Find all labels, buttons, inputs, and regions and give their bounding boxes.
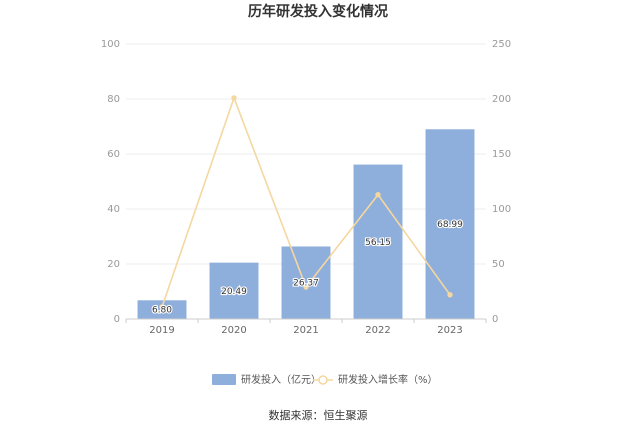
left-tick-label: 80 [107, 94, 120, 105]
bar-value-label: 26.37 [293, 279, 319, 289]
right-axis: 0 50 100 150 200 250 [492, 39, 511, 325]
bar-2019 [137, 300, 187, 319]
bar-2020 [209, 262, 259, 319]
left-tick-label: 60 [107, 149, 120, 160]
data-source: 数据来源：恒生聚源 [269, 408, 368, 422]
legend-line-label: 研发投入增长率（%） [338, 373, 438, 386]
left-tick-label: 100 [101, 39, 120, 50]
right-tick-label: 150 [492, 149, 511, 160]
x-tick-label: 2020 [221, 325, 246, 336]
growth-point-2021 [303, 284, 309, 290]
right-tick-label: 200 [492, 94, 511, 105]
x-tick-label: 2023 [437, 325, 462, 336]
legend: 研发投入（亿元） 研发投入增长率（%） [212, 373, 438, 386]
x-tick-label: 2019 [149, 325, 174, 336]
bar-2023 [425, 129, 475, 319]
bar-2022 [353, 164, 403, 319]
chart-title: 历年研发投入变化情况 [248, 3, 388, 20]
bar-value-label: 20.49 [221, 287, 247, 297]
line-layer [159, 95, 453, 310]
legend-line-marker [318, 375, 328, 385]
labels-layer: 6.80 20.49 26.37 56.15 68.99 [151, 219, 464, 317]
left-tick-label: 20 [107, 259, 120, 270]
right-tick-label: 100 [492, 204, 511, 215]
x-axis: 2019 2020 2021 2022 2023 [125, 318, 487, 336]
bar-value-label: 6.80 [152, 306, 172, 316]
legend-bar-label: 研发投入（亿元） [241, 373, 321, 386]
x-tick-label: 2022 [365, 325, 390, 336]
growth-point-2020 [231, 95, 237, 101]
growth-point-2022 [375, 192, 381, 198]
right-tick-label: 0 [492, 314, 498, 325]
growth-point-2023 [447, 292, 453, 298]
bar-value-label: 56.15 [365, 238, 391, 248]
left-tick-label: 40 [107, 204, 120, 215]
bar-value-label: 68.99 [437, 220, 463, 230]
bars-layer [137, 129, 475, 319]
right-tick-label: 250 [492, 39, 511, 50]
growth-point-2019 [159, 304, 165, 310]
right-tick-label: 50 [492, 259, 505, 270]
left-tick-label: 0 [114, 314, 120, 325]
x-tick-label: 2021 [293, 325, 318, 336]
bar-2021 [281, 246, 331, 319]
left-axis: 0 20 40 60 80 100 [101, 39, 120, 325]
legend-bar-swatch [212, 374, 236, 385]
